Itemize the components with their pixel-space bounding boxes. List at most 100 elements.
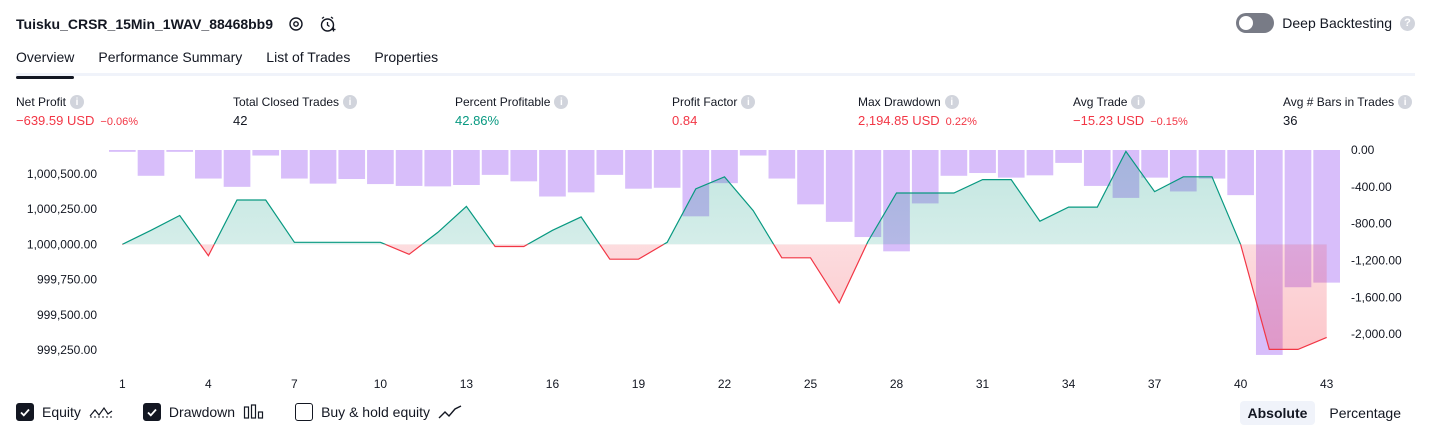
drawdown-bar — [653, 150, 681, 188]
metric-value: −15.23 USD — [1073, 113, 1145, 128]
legend-equity[interactable]: Equity — [16, 403, 113, 421]
metric-avg-bars: Avg # Bars in Trades i 36 — [1283, 94, 1413, 129]
info-icon[interactable]: i — [343, 95, 358, 109]
drawdown-bar — [567, 150, 595, 193]
metric-label: Max Drawdown — [858, 95, 941, 109]
x-axis-tick: 7 — [291, 377, 298, 391]
right-axis-tick: -2,000.00 — [1351, 327, 1402, 341]
drawdown-bar — [281, 150, 308, 179]
x-axis-tick: 37 — [1148, 377, 1162, 391]
add-alert-icon[interactable] — [319, 15, 337, 33]
metric-value: 2,194.85 USD — [858, 113, 940, 128]
drawdown-bar — [338, 150, 366, 180]
drawdown-bar — [596, 150, 624, 175]
right-axis-tick: -400.00 — [1351, 180, 1392, 194]
metric-percent-profitable: Percent Profitable i 42.86% — [455, 94, 569, 129]
tab-performance-summary[interactable]: Performance Summary — [98, 49, 243, 65]
info-icon[interactable]: i — [70, 95, 85, 109]
left-axis-tick: 1,000,250.00 — [27, 202, 97, 216]
legend-buy-hold[interactable]: Buy & hold equity — [295, 403, 462, 421]
strategy-name: Tuisku_CRSR_15Min_1WAV_88468bb9 — [16, 16, 274, 32]
scale-mode-switch: Absolute Percentage — [1239, 401, 1410, 425]
drawdown-bar — [1083, 150, 1111, 186]
drawdown-bar — [510, 150, 538, 182]
metric-label: Percent Profitable — [455, 95, 551, 109]
drawdown-bar — [1227, 150, 1254, 196]
drawdown-bar — [940, 150, 968, 176]
checkbox-icon[interactable] — [295, 403, 314, 421]
right-axis-tick: -800.00 — [1351, 217, 1392, 231]
strategy-header: Tuisku_CRSR_15Min_1WAV_88468bb9 — [16, 12, 337, 36]
checkbox-icon[interactable] — [16, 403, 34, 421]
drawdown-bar — [395, 150, 423, 186]
mode-absolute-button[interactable]: Absolute — [1239, 401, 1316, 425]
metric-label: Total Closed Trades — [233, 95, 340, 109]
left-axis-tick: 999,500.00 — [37, 308, 97, 322]
info-icon[interactable]: i — [1398, 95, 1413, 109]
metric-label: Profit Factor — [672, 95, 738, 109]
buy-hold-line-icon — [438, 404, 462, 420]
metric-avg-trade: Avg Trade i −15.23 USD −0.15% — [1073, 94, 1188, 129]
drawdown-bar — [367, 150, 394, 185]
drawdown-bar — [625, 150, 652, 189]
x-axis-tick: 10 — [374, 377, 388, 391]
metric-percent: 0.22% — [945, 116, 977, 128]
tab-properties[interactable]: Properties — [374, 49, 439, 65]
left-axis-tick: 999,250.00 — [37, 343, 97, 357]
right-axis-tick: -1,200.00 — [1351, 254, 1402, 268]
drawdown-bar — [195, 150, 222, 179]
equity-chart: 1,000,500.00 1,000,250.00 1,000,000.00 999,… — [27, 143, 1402, 391]
metric-value: −639.59 USD — [16, 113, 95, 128]
x-axis-tick: 25 — [804, 377, 818, 391]
x-axis-tick: 43 — [1320, 377, 1334, 391]
metric-label: Avg # Bars in Trades — [1283, 95, 1395, 109]
x-axis-tick: 22 — [718, 377, 732, 391]
drawdown-bar — [854, 150, 882, 238]
help-icon[interactable]: ? — [1400, 15, 1415, 31]
drawdown-bar — [969, 150, 996, 174]
legend-drawdown[interactable]: Drawdown — [142, 403, 265, 421]
info-icon[interactable]: i — [1131, 95, 1146, 109]
drawdown-bar — [1055, 150, 1082, 163]
drawdown-bar — [1026, 150, 1054, 176]
metric-percent: −0.06% — [100, 116, 139, 128]
gear-icon[interactable] — [287, 15, 305, 33]
x-axis-tick: 13 — [460, 377, 474, 391]
metric-total-closed-trades: Total Closed Trades i 42 — [233, 94, 358, 129]
drawdown-bar — [223, 150, 251, 187]
drawdown-bar — [768, 150, 796, 179]
x-axis-tick: 19 — [632, 377, 646, 391]
toggle-knob — [1239, 16, 1254, 30]
metric-value: 36 — [1283, 113, 1298, 128]
metric-label: Net Profit — [16, 95, 67, 109]
x-axis-tick: 34 — [1062, 377, 1076, 391]
info-icon[interactable]: i — [741, 95, 756, 109]
x-axis-tick: 16 — [546, 377, 560, 391]
drawdown-bar — [1141, 150, 1168, 178]
metric-profit-factor: Profit Factor i 0.84 — [672, 94, 756, 129]
drawdown-bar — [453, 150, 480, 185]
drawdown-bar — [739, 150, 767, 156]
chart-legend: Equity Drawdown Buy & hold equity — [16, 403, 492, 421]
tab-list-of-trades[interactable]: List of Trades — [266, 49, 351, 65]
mode-percentage-button[interactable]: Percentage — [1329, 405, 1401, 421]
legend-label: Drawdown — [168, 404, 236, 420]
info-icon[interactable]: i — [944, 95, 959, 109]
x-axis-tick: 28 — [890, 377, 904, 391]
drawdown-bars-icon — [243, 404, 265, 420]
deep-backtesting-toggle[interactable] — [1236, 13, 1275, 33]
x-axis-tick: 1 — [119, 377, 126, 391]
metric-value: 42.86% — [455, 113, 500, 128]
x-axis-tick: 4 — [205, 377, 212, 391]
equity-line-icon — [89, 404, 113, 420]
metric-net-profit: Net Profit i −639.59 USD −0.06% — [16, 94, 138, 129]
info-icon[interactable]: i — [554, 95, 569, 109]
x-axis-tick: 40 — [1234, 377, 1248, 391]
checkbox-icon[interactable] — [142, 403, 161, 421]
drawdown-bar — [309, 150, 337, 184]
tab-bar: Overview Performance Summary List of Tra… — [16, 46, 1415, 79]
left-axis-tick: 1,000,500.00 — [27, 167, 97, 181]
deep-backtesting: Deep Backtesting ? — [1236, 13, 1415, 33]
tab-overview[interactable]: Overview — [16, 46, 75, 79]
drawdown-bar — [825, 150, 853, 222]
